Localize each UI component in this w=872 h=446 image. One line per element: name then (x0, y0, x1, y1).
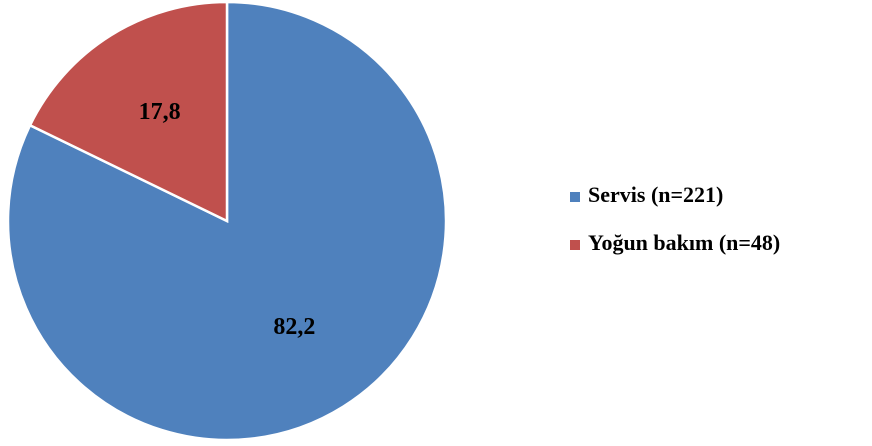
pie-slice (28, 0, 229, 223)
data-label: 17,8 (139, 99, 181, 125)
legend-swatch (570, 240, 580, 250)
legend-label: Yoğun bakım (n=48) (588, 230, 780, 255)
legend-label: Servis (n=221) (588, 182, 723, 207)
data-label: 82,2 (273, 314, 315, 340)
legend-swatch (570, 192, 580, 202)
